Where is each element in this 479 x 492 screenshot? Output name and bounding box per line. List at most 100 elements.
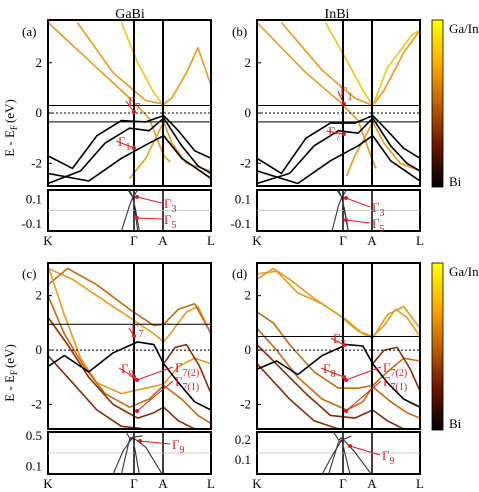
band-line — [257, 311, 420, 389]
colorbar-top-label: Ga/In — [449, 264, 479, 279]
main-plot-frame — [256, 19, 421, 187]
annotation-arrow — [337, 90, 345, 105]
annotation-label: Γ5 — [164, 212, 177, 231]
band-line — [257, 343, 420, 408]
annotation-arrowhead — [138, 439, 142, 443]
inset-y-tick-label: 0.1 — [26, 192, 42, 207]
main-plot-frame — [47, 262, 212, 430]
annotation-label: Γ1 — [118, 134, 131, 153]
colorbar-bottom-label: Bi — [449, 416, 462, 431]
annotation-label: Γ7(1) — [383, 374, 407, 393]
band-line — [257, 114, 420, 175]
inset-band-line — [333, 432, 372, 474]
annotation-arrow — [345, 197, 371, 208]
panel-d: 2 0 -2 0.2 0.1K Γ A L (d) Γ7 Γ8 Γ7(2)Γ7(1) Γ9 — [232, 262, 424, 491]
inset-band-line — [321, 435, 352, 474]
column-title-inbi: InBi — [325, 7, 350, 22]
y-tick-label: 0 — [36, 105, 43, 120]
band-line — [257, 117, 420, 185]
annotation-arrowhead — [344, 196, 348, 200]
x-tick-label: K — [43, 233, 53, 248]
y-tick-label: -2 — [240, 155, 251, 170]
panel-label: (b) — [232, 24, 247, 39]
annotation-arrow — [139, 440, 171, 445]
band-line — [128, 121, 165, 180]
annotation-label: Γ7 — [328, 124, 341, 143]
panel-label: (c) — [22, 266, 36, 281]
x-tick-label: A — [158, 476, 168, 491]
annotation-label: Γ7 — [131, 321, 144, 340]
y-tick-label: 2 — [245, 288, 252, 303]
annotation-arrow — [345, 366, 382, 381]
band-line — [48, 134, 211, 182]
inset-y-tick-label: 0.5 — [26, 428, 42, 443]
colorbar-top: Ga/In Bi — [431, 19, 479, 189]
x-tick-label: Γ — [130, 233, 138, 248]
x-tick-label: A — [367, 476, 377, 491]
annotation-arrow — [115, 140, 135, 149]
inset-y-tick-label: -0.1 — [21, 216, 42, 231]
band-line — [257, 327, 420, 419]
annotation-arrow — [325, 130, 345, 135]
annotation-arrow — [320, 367, 345, 378]
inset-band-line — [120, 190, 139, 231]
y-tick-label: -2 — [31, 397, 42, 412]
x-tick-label: A — [367, 233, 377, 248]
annotation-arrowhead — [348, 444, 352, 448]
band-line — [48, 267, 211, 343]
main-plot-frame — [47, 19, 212, 187]
colorbar-bottom: Ga/In Bi — [431, 262, 479, 431]
band-line — [48, 295, 211, 425]
annotation-arrow — [349, 445, 381, 456]
annotation-arrow — [125, 100, 135, 113]
band-line — [48, 341, 211, 411]
annotation-label: Γ8 — [323, 361, 336, 380]
band-line — [76, 22, 211, 106]
column-title-gabi: GaBi — [115, 7, 145, 22]
annotation-arrowhead — [135, 409, 139, 413]
band-line — [163, 343, 211, 394]
annotation-arrowhead — [132, 146, 136, 150]
annotation-arrowhead — [342, 132, 346, 136]
band-line — [48, 354, 146, 429]
annotation-label: Γ7(2) — [383, 360, 407, 379]
inset-y-tick-label: -0.1 — [230, 216, 251, 231]
annotation-arrowhead — [342, 102, 346, 106]
x-tick-label: L — [207, 233, 215, 248]
annotation-arrow — [136, 217, 163, 220]
annotation-label: Γ7(2) — [175, 360, 199, 379]
band-line — [345, 121, 374, 177]
annotation-label: Γ3 — [164, 196, 177, 215]
band-line — [257, 21, 377, 169]
colorbar-bottom-label: Bi — [449, 174, 462, 189]
x-tick-label: K — [252, 233, 262, 248]
annotation-arrowhead — [135, 195, 139, 199]
band-line — [257, 270, 420, 339]
annotation-arrowhead — [135, 216, 139, 220]
svg-text:E - EF(eV): E - EF(eV) — [2, 344, 19, 402]
band-line — [257, 267, 420, 338]
x-tick-label: K — [43, 476, 53, 491]
main-plot-frame — [256, 262, 421, 430]
band-line — [48, 117, 211, 185]
band-line — [48, 316, 196, 429]
y-tick-label: 0 — [245, 105, 252, 120]
y-tick-label: 2 — [245, 55, 252, 70]
svg-text:E - EF(eV): E - EF(eV) — [2, 99, 19, 157]
panel-label: (d) — [232, 266, 247, 281]
annotation-arrowhead — [132, 110, 136, 114]
x-tick-label: Γ — [339, 233, 347, 248]
annotation-label: Γ7 — [128, 94, 141, 113]
annotation-arrowhead — [342, 343, 346, 347]
colorbar-top-label: Ga/In — [449, 21, 479, 36]
x-tick-label: Γ — [130, 476, 138, 491]
x-tick-label: L — [416, 476, 424, 491]
annotation-arrow — [330, 337, 345, 346]
annotation-arrow — [118, 367, 135, 378]
inset-band-line — [112, 435, 143, 474]
y-tick-label: 0 — [36, 342, 43, 357]
annotation-arrowhead — [132, 375, 136, 379]
